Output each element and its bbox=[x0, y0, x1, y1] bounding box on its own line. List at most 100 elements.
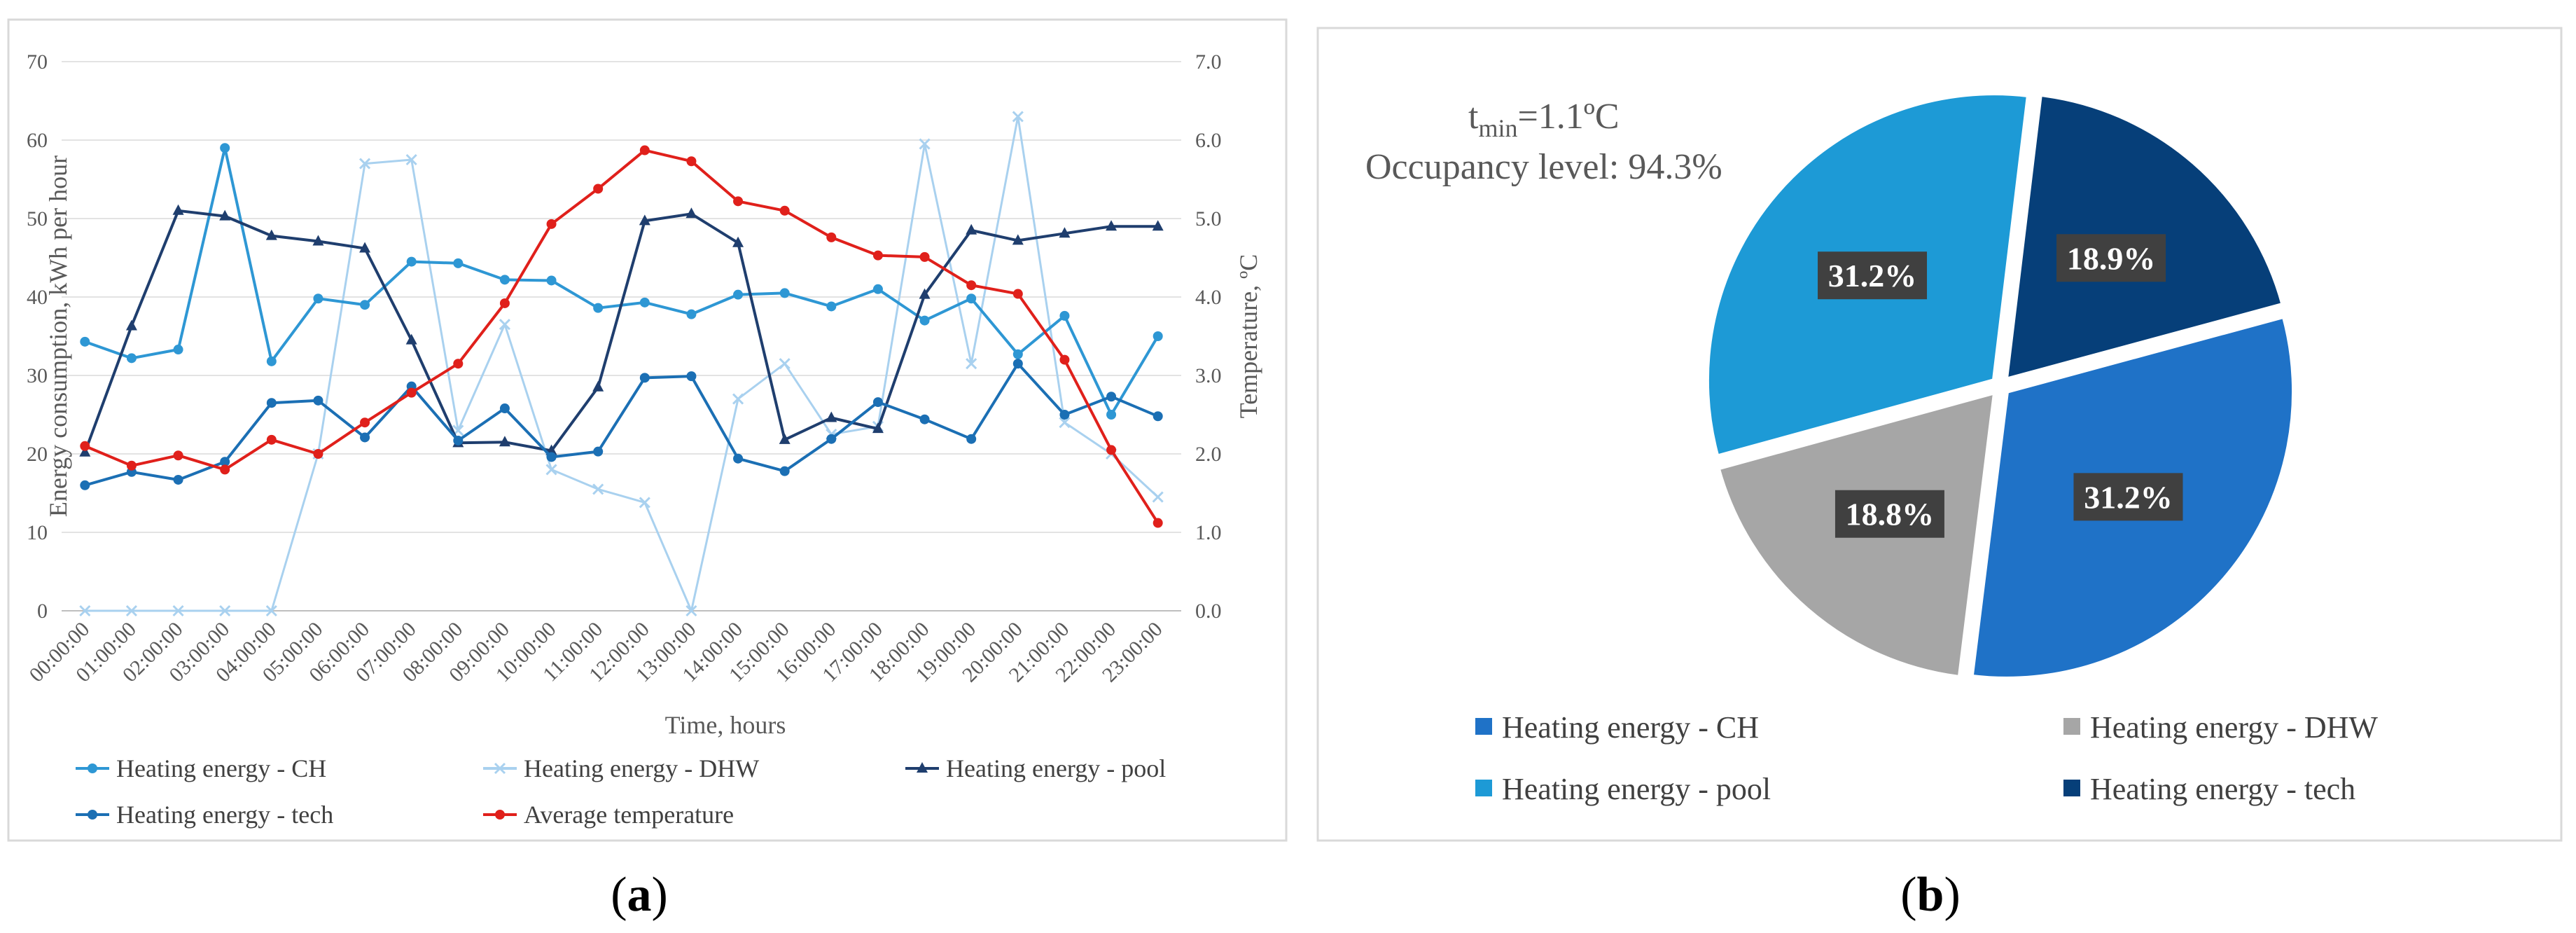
pie-legend-item-heating-energy-ch: Heating energy - CH bbox=[1475, 710, 1759, 745]
legend-item-heating-energy-dhw: Heating energy - DHW bbox=[483, 754, 759, 782]
data-point bbox=[872, 284, 883, 294]
data-point bbox=[172, 204, 184, 215]
pie-annotation-tmin-main: t bbox=[1468, 97, 1479, 137]
data-point bbox=[219, 604, 231, 617]
legend-item-average-temperature: Average temperature bbox=[483, 801, 734, 829]
caption-b-letter: b bbox=[1917, 868, 1944, 922]
data-point bbox=[313, 293, 323, 304]
data-point bbox=[639, 297, 650, 307]
data-point bbox=[826, 434, 837, 444]
legend-item-heating-energy-pool: Heating energy - pool bbox=[905, 754, 1166, 782]
data-point bbox=[1106, 220, 1118, 231]
data-point bbox=[872, 422, 884, 434]
data-point bbox=[545, 464, 557, 476]
legend-label: Heating energy - pool bbox=[946, 754, 1166, 782]
data-point bbox=[779, 358, 791, 370]
data-point bbox=[1152, 220, 1164, 231]
data-point bbox=[779, 205, 790, 216]
data-point bbox=[593, 184, 604, 194]
data-point bbox=[453, 258, 464, 268]
data-point bbox=[220, 464, 230, 475]
line-chart-legend: Heating energy - CH Heating energy - DHW H… bbox=[76, 754, 1166, 829]
data-point bbox=[360, 417, 370, 428]
data-point bbox=[80, 441, 90, 451]
legend-swatch bbox=[2063, 718, 2080, 735]
data-label: 18.9% bbox=[2067, 240, 2156, 276]
data-point bbox=[733, 453, 744, 464]
legend-swatch bbox=[1475, 780, 1492, 796]
data-point bbox=[173, 450, 183, 461]
legend-swatch-marker bbox=[88, 810, 97, 820]
data-point bbox=[919, 414, 930, 424]
data-point bbox=[1059, 227, 1071, 238]
data-label-box bbox=[2073, 473, 2183, 521]
data-point bbox=[639, 497, 650, 509]
data-point bbox=[919, 315, 930, 326]
x-axis-title: Time, hours bbox=[665, 711, 786, 739]
data-point bbox=[1153, 331, 1163, 341]
legend-item-heating-energy-tech: Heating energy - tech bbox=[76, 801, 333, 829]
data-point bbox=[80, 480, 90, 490]
legend-label: Heating energy - CH bbox=[1502, 710, 1759, 745]
data-point bbox=[219, 209, 231, 221]
data-point bbox=[360, 300, 370, 310]
y2-tick-label: 1.0 bbox=[1195, 521, 1222, 544]
data-point bbox=[1153, 411, 1163, 422]
data-point bbox=[453, 359, 464, 369]
data-point bbox=[686, 156, 697, 167]
data-point bbox=[313, 395, 323, 406]
data-point bbox=[79, 445, 91, 457]
data-point bbox=[639, 145, 650, 156]
y-tick-label: 40 bbox=[27, 286, 48, 309]
caption-a: (a) bbox=[611, 868, 668, 922]
data-point bbox=[826, 232, 837, 242]
data-point bbox=[639, 373, 650, 383]
data-point bbox=[592, 483, 604, 495]
caption-a-close: ) bbox=[652, 868, 668, 922]
data-point bbox=[732, 236, 744, 247]
data-point bbox=[1153, 518, 1163, 528]
data-label: 18.8% bbox=[1846, 497, 1935, 532]
y-tick-label: 20 bbox=[27, 443, 48, 466]
y2-tick-label: 0.0 bbox=[1195, 600, 1222, 623]
data-point bbox=[919, 288, 931, 299]
data-point bbox=[220, 457, 230, 467]
series-line bbox=[85, 115, 1159, 612]
data-point bbox=[966, 280, 977, 291]
data-point bbox=[79, 604, 91, 617]
data-point bbox=[266, 398, 277, 408]
legend-label: Heating energy - DHW bbox=[524, 754, 759, 782]
data-point bbox=[546, 275, 557, 286]
data-point bbox=[1106, 445, 1117, 455]
data-point bbox=[779, 466, 790, 476]
panel-a-frame bbox=[7, 18, 1288, 842]
data-point bbox=[126, 353, 137, 364]
legend-swatch bbox=[2063, 780, 2080, 796]
data-point bbox=[173, 345, 183, 355]
data-point bbox=[172, 604, 184, 617]
legend-swatch bbox=[1475, 718, 1492, 735]
data-point bbox=[919, 251, 930, 262]
legend-swatch-marker bbox=[88, 763, 97, 773]
caption-a-letter: a bbox=[627, 868, 652, 922]
y-tick-label: 10 bbox=[27, 521, 48, 544]
pie-annotation-tmin-sub: min bbox=[1478, 114, 1517, 142]
data-point bbox=[126, 460, 137, 471]
data-point bbox=[919, 138, 931, 150]
y-tick-label: 60 bbox=[27, 129, 48, 152]
legend-swatch-marker bbox=[495, 810, 505, 820]
legend-label: Heating energy - pool bbox=[1502, 772, 1771, 806]
data-point bbox=[685, 604, 697, 617]
pie-chart: 18.9% 31.2% 18.8% 31.2% bbox=[1704, 91, 2296, 681]
data-label: 31.2% bbox=[2084, 479, 2173, 515]
data-point bbox=[872, 397, 883, 408]
data-point bbox=[1059, 417, 1071, 429]
y2-axis-title: Temperature, ºC bbox=[1234, 254, 1262, 419]
data-point bbox=[360, 432, 370, 443]
data-point bbox=[359, 158, 371, 170]
legend-swatch-marker bbox=[494, 762, 506, 775]
legend-item-heating-energy-ch: Heating energy - CH bbox=[76, 754, 326, 782]
y2-tick-label: 6.0 bbox=[1195, 129, 1222, 152]
data-point bbox=[826, 411, 837, 422]
